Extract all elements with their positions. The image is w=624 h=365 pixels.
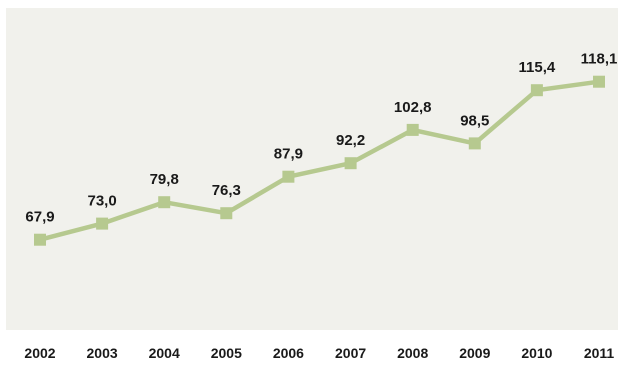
marker-layer bbox=[34, 75, 605, 246]
x-tick-label-2007: 2007 bbox=[335, 345, 366, 361]
data-label-2009: 98,5 bbox=[460, 112, 489, 129]
line-layer bbox=[37, 79, 602, 242]
series-line bbox=[37, 79, 602, 242]
x-tick-label-2010: 2010 bbox=[521, 345, 552, 361]
data-point-2007 bbox=[344, 157, 357, 170]
data-point-2004 bbox=[158, 196, 171, 209]
data-label-2011: 118,1 bbox=[581, 51, 618, 68]
plot-background bbox=[6, 8, 618, 330]
data-point-2009 bbox=[468, 137, 481, 150]
data-point-2010 bbox=[530, 84, 543, 97]
data-point-2005 bbox=[220, 207, 233, 220]
x-tick-label-2011: 2011 bbox=[584, 345, 615, 361]
data-label-2005: 76,3 bbox=[212, 182, 241, 199]
x-tick-label-2006: 2006 bbox=[273, 345, 304, 361]
data-label-2008: 102,8 bbox=[394, 99, 432, 116]
x-tick-label-2005: 2005 bbox=[211, 345, 242, 361]
data-point-2011 bbox=[593, 75, 605, 88]
data-point-2008 bbox=[406, 123, 419, 136]
data-label-2010: 115,4 bbox=[519, 59, 556, 76]
label-layer: 67,9 73,0 79,8 76,3 87,9 92,2 102,8 98,5 115,4 11… bbox=[25, 51, 617, 226]
x-tick-label-2003: 2003 bbox=[87, 345, 118, 361]
data-label-2002: 67,9 bbox=[25, 209, 54, 226]
x-tick-label-2002: 2002 bbox=[24, 345, 55, 361]
tick-layer: 2002 2003 2004 2005 2006 2007 2008 2009 2010 2011 bbox=[24, 345, 614, 361]
data-point-2003 bbox=[96, 217, 109, 230]
data-point-2006 bbox=[282, 170, 295, 183]
data-label-2003: 73,0 bbox=[87, 193, 116, 210]
x-tick-label-2008: 2008 bbox=[397, 345, 428, 361]
data-label-2004: 79,8 bbox=[150, 171, 179, 188]
data-label-2007: 92,2 bbox=[336, 132, 365, 149]
x-tick-label-2009: 2009 bbox=[459, 345, 490, 361]
x-tick-label-2004: 2004 bbox=[149, 345, 180, 361]
data-label-2006: 87,9 bbox=[274, 146, 303, 163]
data-point-2002 bbox=[34, 233, 46, 246]
